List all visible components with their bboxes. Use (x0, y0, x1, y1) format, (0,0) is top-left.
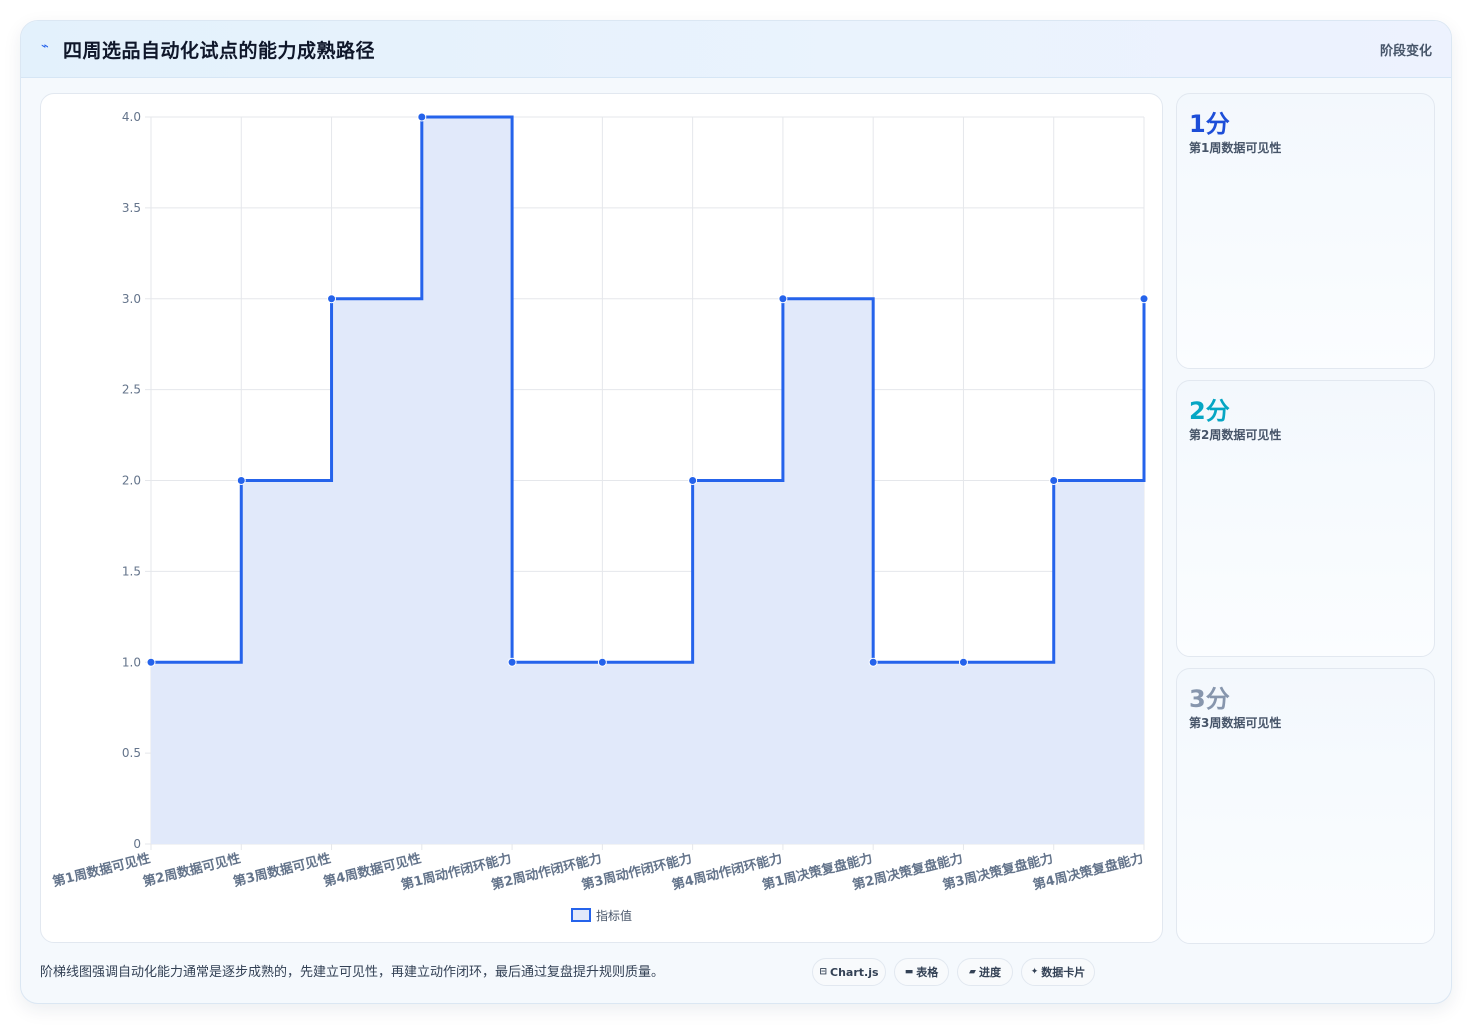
chart-card: 0 0.5 1.0 1.5 2.0 2.5 3.0 3.5 4.0 第1周数据可见性 第2周数据可见… (40, 93, 1163, 943)
chip-label: Chart.js (830, 965, 879, 979)
score-label: 第2周数据可见性 (1189, 428, 1282, 442)
y-tick-label: 1.0 (122, 655, 141, 669)
x-tick-label: 第3周数据可见性 (232, 850, 333, 890)
score-card-2: 2分 第2周数据可见性 (1176, 380, 1435, 657)
y-tick-label: 4.0 (122, 110, 141, 124)
chip-label: 表格 (916, 966, 939, 979)
y-tick-label: 3.0 (122, 292, 141, 306)
score-label: 第3周数据可见性 (1189, 716, 1282, 730)
data-point (236, 476, 246, 485)
chip-table[interactable]: ▬ 表格 (894, 958, 949, 986)
data-point (327, 294, 337, 304)
y-tick-label: 3.5 (122, 201, 141, 215)
chart-icon: ⊟ (819, 967, 828, 977)
legend-swatch (571, 908, 591, 922)
score-label: 第1周数据可见性 (1189, 141, 1282, 155)
page-title: 四周选品自动化试点的能力成熟路径 (63, 40, 376, 62)
chip-progress[interactable]: ▰ 进度 (957, 958, 1013, 986)
dashboard-panel: ⌁ 四周选品自动化试点的能力成熟路径 阶段变化 0 0.5 1.0 1.5 2.0 2.5… (20, 20, 1452, 1004)
data-point (868, 657, 878, 667)
y-tick-label: 0 (133, 837, 141, 851)
score-card-1: 1分 第1周数据可见性 (1176, 93, 1435, 369)
y-tick-label: 0.5 (122, 746, 141, 760)
data-point (507, 657, 517, 667)
chip-data-cards[interactable]: ✦ 数据卡片 (1021, 958, 1095, 986)
stage-change-link[interactable]: 阶段变化 (1379, 44, 1432, 59)
panel-header: ⌁ 四周选品自动化试点的能力成熟路径 阶段变化 (21, 21, 1451, 78)
data-point (688, 476, 698, 485)
progress-icon: ▰ (969, 967, 976, 977)
chip-label: 数据卡片 (1041, 966, 1086, 979)
series-line (151, 115, 1146, 664)
legend-label: 指标值 (596, 908, 632, 923)
data-point (417, 112, 427, 122)
score-value: 1分 (1189, 110, 1230, 138)
data-point (1049, 476, 1059, 485)
y-tick-label: 2.5 (122, 383, 141, 397)
data-point (597, 657, 607, 667)
chip-chartjs[interactable]: ⊟ Chart.js (812, 958, 886, 986)
chart-description: 阶梯线图强调自动化能力通常是逐步成熟的，先建立可见性，再建立动作闭环，最后通过复… (40, 965, 665, 980)
score-value: 3分 (1189, 685, 1230, 713)
step-line-chart: 0 0.5 1.0 1.5 2.0 2.5 3.0 3.5 4.0 第1周数据可见性第2周数据可见… (51, 110, 1149, 923)
sparkle-icon: ✦ (1030, 967, 1039, 977)
y-tick-label: 1.5 (122, 564, 141, 578)
data-point (146, 657, 156, 667)
data-point (958, 657, 968, 667)
x-tick-label: 第2周数据可见性 (141, 850, 242, 890)
x-tick-label: 第1周数据可见性 (51, 850, 152, 890)
activity-icon: ⌁ (41, 39, 49, 54)
y-tick-label: 2.0 (122, 474, 141, 488)
score-value: 2分 (1189, 397, 1230, 425)
data-point (778, 294, 788, 304)
score-card-3: 3分 第3周数据可见性 (1176, 668, 1435, 944)
data-point (1139, 294, 1149, 304)
chip-label: 进度 (978, 966, 1001, 979)
table-icon: ▬ (904, 967, 914, 977)
